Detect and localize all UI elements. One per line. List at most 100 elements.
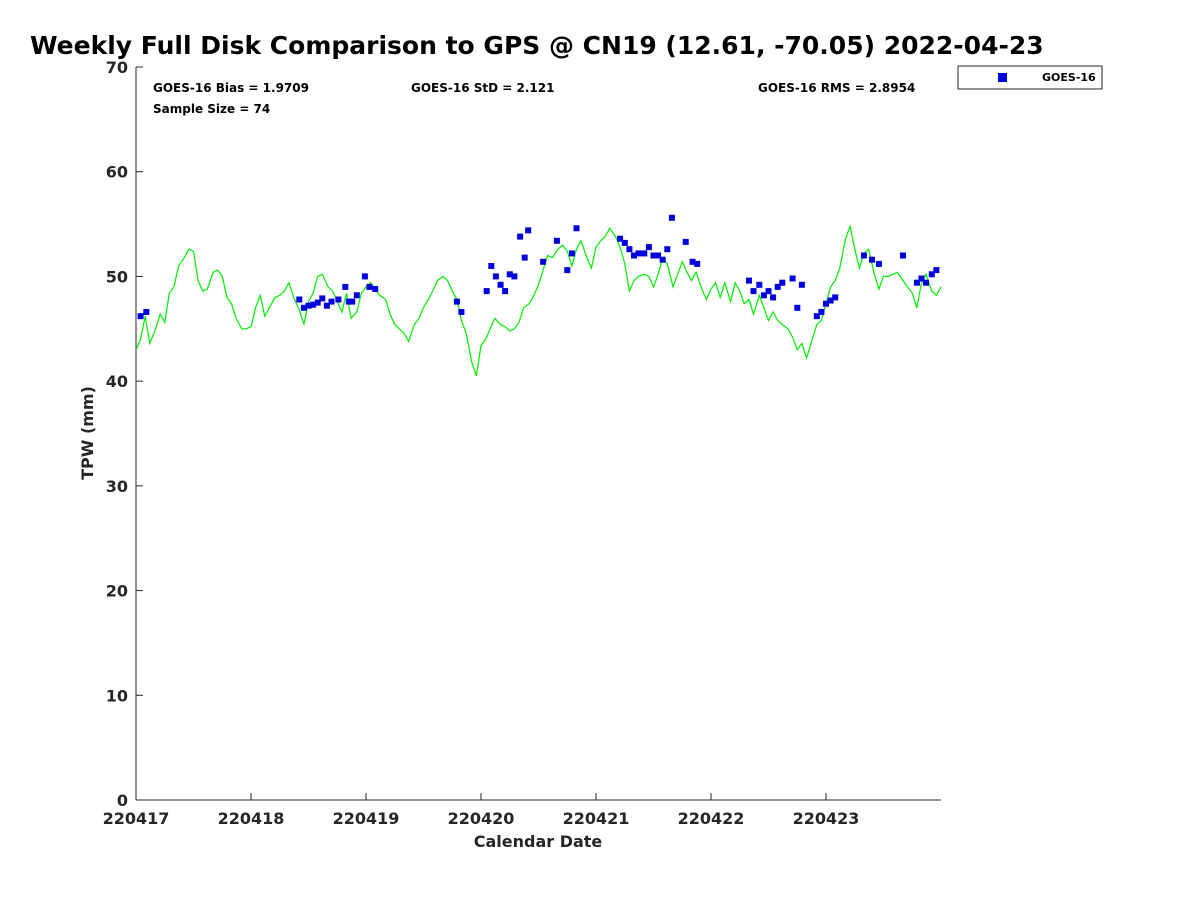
goes16-point — [345, 298, 352, 305]
legend: GOES-16 — [957, 65, 1103, 90]
goes16-point — [305, 302, 312, 309]
y-tick-label: 40 — [106, 372, 128, 391]
goes16-point — [798, 281, 805, 288]
goes16-point — [923, 279, 929, 286]
goes16-point — [659, 256, 666, 263]
y-tick-label: 0 — [117, 791, 128, 810]
goes16-point — [553, 237, 560, 244]
gps-series-line — [135, 223, 942, 377]
goes16-point — [497, 281, 504, 288]
goes16-point — [928, 271, 935, 278]
goes16-point — [650, 252, 657, 259]
goes16-point — [323, 302, 330, 309]
y-tick-label: 60 — [106, 163, 128, 182]
goes16-point — [310, 301, 317, 308]
goes16-point — [517, 233, 524, 240]
goes16-point — [483, 288, 490, 295]
x-ticks: 220417 220418 220419 220420 220421 220422 2204… — [103, 793, 860, 828]
goes16-point — [492, 273, 499, 280]
goes16-point — [564, 267, 571, 274]
goes16-point — [458, 309, 465, 315]
goes16-point — [765, 288, 772, 295]
goes16-point — [694, 260, 701, 267]
goes16-point — [933, 267, 940, 274]
goes16-point — [349, 298, 356, 305]
goes16-point — [296, 296, 303, 303]
goes16-point — [342, 283, 349, 290]
goes16-point — [361, 273, 368, 280]
goes16-point — [774, 283, 781, 290]
goes16-point — [869, 256, 875, 263]
goes16-point — [682, 238, 689, 245]
goes16-point — [626, 246, 633, 253]
goes16-point — [818, 309, 825, 315]
x-tick-label: 220421 — [563, 809, 630, 828]
legend-marker-goes16 — [998, 73, 1007, 82]
x-axis-label: Calendar Date — [474, 832, 603, 851]
goes16-point — [137, 313, 144, 320]
goes16-point — [617, 235, 624, 242]
goes16-point — [875, 260, 882, 267]
x-tick-label: 220422 — [678, 809, 745, 828]
std-stat: GOES-16 StD = 2.121 — [411, 81, 554, 95]
y-tick-label: 10 — [106, 686, 128, 705]
goes16-point — [328, 298, 335, 305]
goes16-point — [913, 279, 920, 286]
y-tick-label: 50 — [106, 267, 128, 286]
goes16-point — [655, 252, 662, 259]
goes16-point — [668, 214, 675, 221]
goes16-point — [366, 283, 373, 290]
goes16-point — [794, 304, 801, 311]
goes16-point — [568, 250, 575, 257]
goes16-point — [502, 288, 509, 295]
goes16-point — [314, 299, 321, 306]
goes16-point — [689, 258, 696, 265]
goes16-point — [621, 239, 628, 246]
x-tick-label: 220418 — [218, 809, 285, 828]
goes16-point — [573, 225, 580, 232]
goes16-point — [335, 296, 342, 303]
goes16-point — [760, 292, 767, 299]
y-tick-label: 70 — [106, 58, 128, 77]
x-tick-label: 220420 — [448, 809, 515, 828]
rms-stat: GOES-16 RMS = 2.8954 — [758, 81, 915, 95]
goes16-point — [750, 288, 757, 295]
goes16-point — [521, 254, 528, 261]
goes16-point — [540, 258, 547, 265]
goes16-point — [300, 304, 307, 311]
goes16-point — [823, 300, 829, 307]
series-layer — [135, 214, 942, 377]
goes16-point — [631, 252, 637, 259]
goes16-point — [645, 244, 652, 251]
goes16-point — [143, 309, 150, 315]
goes16-point — [832, 294, 839, 301]
goes16-point — [664, 246, 671, 253]
goes16-point — [641, 250, 648, 257]
goes16-point — [635, 250, 642, 257]
y-axis-label: TPW (mm) — [78, 386, 97, 480]
bias-stat: GOES-16 Bias = 1.9709 — [153, 81, 309, 95]
plot-area — [135, 67, 941, 801]
goes16-point — [353, 292, 360, 299]
y-ticks: 0 10 20 30 40 50 60 70 — [106, 58, 143, 810]
goes16-point — [770, 294, 777, 301]
goes16-point — [756, 281, 763, 288]
y-tick-label: 20 — [106, 582, 128, 601]
x-tick-label: 220419 — [333, 809, 400, 828]
goes16-point — [813, 313, 820, 320]
goes16-point — [746, 277, 752, 284]
legend-label-goes16: GOES-16 — [1042, 71, 1096, 84]
goes16-point — [525, 227, 532, 234]
chart-title: Weekly Full Disk Comparison to GPS @ CN1… — [30, 31, 1044, 60]
goes16-point — [860, 252, 867, 259]
goes16-point — [789, 275, 796, 282]
y-tick-label: 30 — [106, 477, 128, 496]
legend-box — [957, 65, 1103, 90]
goes16-point — [488, 263, 495, 269]
goes16-point — [827, 297, 834, 304]
goes16-point — [506, 271, 513, 278]
goes16-point — [372, 286, 379, 292]
goes16-point — [900, 252, 906, 259]
x-tick-label: 220423 — [793, 809, 860, 828]
